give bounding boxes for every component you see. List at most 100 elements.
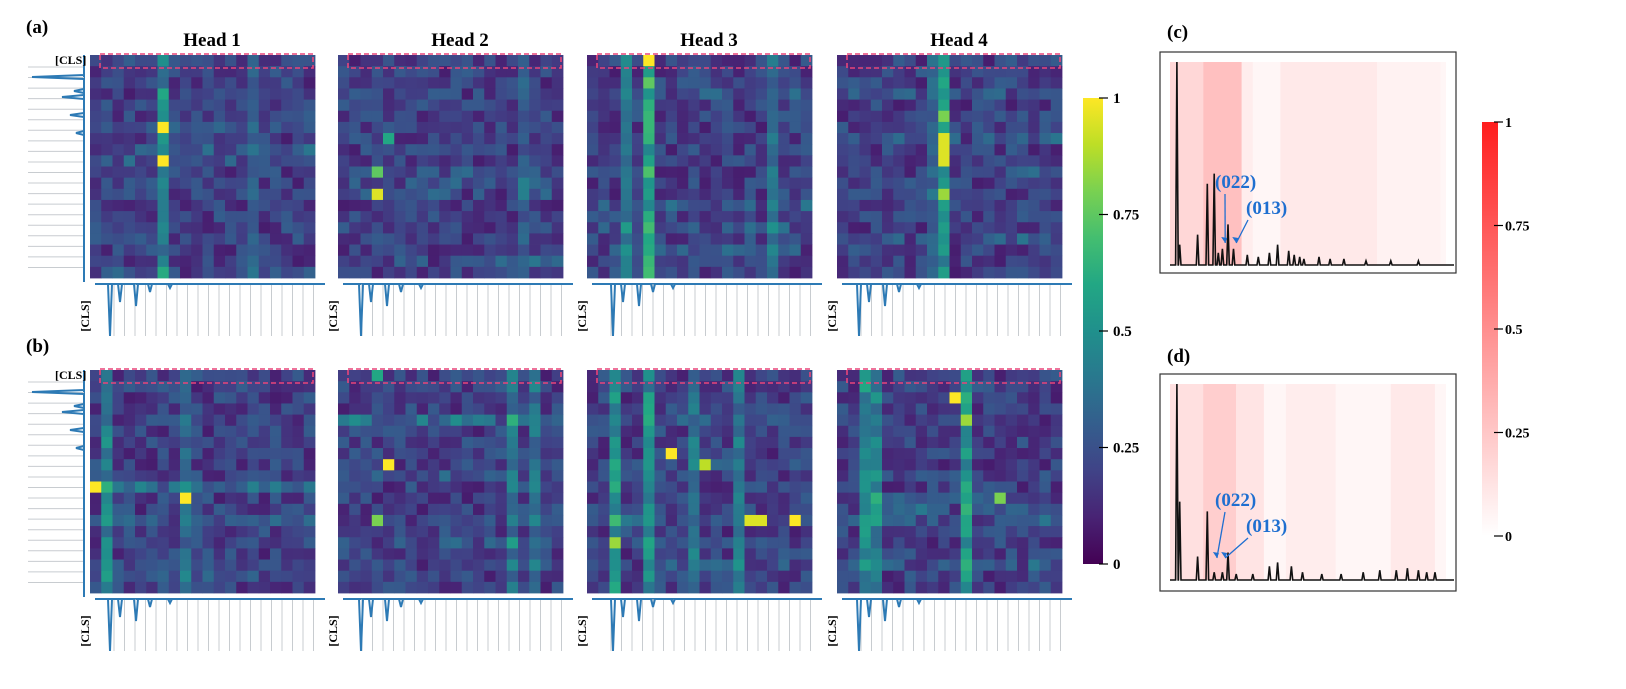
heatmap-cell bbox=[450, 481, 463, 494]
heatmap-cell bbox=[428, 166, 440, 179]
heatmap-cell bbox=[495, 581, 508, 594]
heatmap-cell bbox=[236, 537, 248, 549]
heatmap-cell bbox=[598, 425, 610, 438]
heatmap-cell bbox=[146, 414, 158, 427]
heatmap-cell bbox=[643, 155, 655, 167]
heatmap-cell bbox=[620, 537, 633, 549]
heatmap-cell bbox=[90, 266, 102, 279]
heatmap-cell bbox=[338, 403, 350, 415]
heatmap-cell bbox=[1028, 121, 1040, 134]
heatmap-cell bbox=[450, 403, 463, 415]
heatmap-cell bbox=[665, 436, 678, 449]
heatmap-cell bbox=[450, 425, 463, 438]
heatmap-cell bbox=[191, 537, 203, 549]
heatmap-cell bbox=[90, 559, 102, 572]
heatmap-cell bbox=[1050, 255, 1063, 268]
heatmap-cell bbox=[135, 559, 147, 572]
heatmap-cell bbox=[1039, 211, 1052, 223]
heatmap-cell bbox=[1039, 166, 1052, 179]
heatmap-cell bbox=[1028, 481, 1040, 494]
heatmap-cell bbox=[551, 570, 564, 583]
heatmap-cell bbox=[870, 514, 883, 527]
heatmap-cell bbox=[247, 77, 260, 89]
heatmap-cell bbox=[236, 392, 248, 404]
heatmap-cell bbox=[371, 88, 384, 100]
heatmap-cell bbox=[870, 188, 883, 201]
heatmap-cell bbox=[123, 255, 136, 268]
heatmap-cell bbox=[518, 470, 530, 482]
heatmap-cell bbox=[112, 537, 125, 549]
heatmap-cell bbox=[135, 581, 147, 594]
heatmap-cell bbox=[405, 222, 418, 234]
heatmap-cell bbox=[677, 436, 689, 449]
heatmap-cell bbox=[112, 155, 125, 167]
heatmap-cell bbox=[191, 559, 203, 572]
heatmap-cell bbox=[665, 88, 678, 100]
heatmap-cell bbox=[428, 503, 440, 516]
heatmap-cell bbox=[349, 425, 361, 438]
marginal-bottom-curve bbox=[842, 598, 1072, 652]
heatmap-cell bbox=[112, 222, 125, 234]
heatmap-cell bbox=[837, 370, 849, 382]
heatmap-cell bbox=[755, 381, 768, 393]
heatmap-cell bbox=[587, 222, 599, 234]
heatmap-cell bbox=[349, 537, 361, 549]
heatmap-cell bbox=[994, 470, 1007, 482]
heatmap-cell bbox=[303, 133, 316, 145]
heatmap-cell bbox=[518, 481, 530, 494]
heatmap-cell bbox=[225, 99, 237, 112]
heatmap-cell bbox=[473, 514, 485, 527]
heatmap-cell bbox=[767, 392, 779, 404]
heatmap-cell bbox=[938, 381, 950, 393]
heatmap-cell bbox=[733, 266, 745, 279]
heatmap-cell bbox=[450, 459, 463, 471]
heatmap-cell bbox=[135, 436, 147, 449]
heatmap-cell bbox=[733, 414, 745, 427]
heatmap-cell bbox=[800, 514, 813, 527]
heatmap-cell bbox=[338, 55, 350, 67]
heatmap-cell bbox=[972, 55, 984, 67]
heatmap-cell bbox=[1028, 514, 1040, 527]
heatmap-cell bbox=[767, 266, 779, 279]
heatmap-cell bbox=[688, 133, 700, 145]
heatmap-cell bbox=[495, 166, 508, 179]
heatmap-cell bbox=[338, 537, 350, 549]
heatmap-cell bbox=[506, 110, 519, 123]
heatmap-cell bbox=[349, 77, 361, 89]
heatmap-cell bbox=[90, 166, 102, 179]
heatmap-cell bbox=[688, 581, 700, 594]
heatmap-cell bbox=[699, 559, 712, 572]
heatmap-cell bbox=[191, 144, 203, 156]
heatmap-cell bbox=[699, 537, 712, 549]
heatmap-cell bbox=[609, 222, 622, 234]
heatmap-cell bbox=[157, 459, 170, 471]
heatmap-cell bbox=[338, 392, 350, 404]
heatmap-cell bbox=[1017, 133, 1029, 145]
heatmap-cell bbox=[643, 581, 655, 594]
heatmap-cell bbox=[927, 548, 939, 560]
heatmap-cell bbox=[371, 166, 384, 179]
heatmap-cell bbox=[778, 559, 790, 572]
heatmap-cell bbox=[837, 492, 849, 505]
heatmap-cell bbox=[744, 459, 757, 471]
heatmap-cell bbox=[915, 392, 928, 404]
heatmap-cell bbox=[620, 381, 633, 393]
heatmap-cell bbox=[800, 381, 813, 393]
heatmap-cell bbox=[405, 492, 418, 505]
heatmap-cell bbox=[416, 211, 429, 223]
heatmap-cell bbox=[450, 370, 463, 382]
heatmap-cell bbox=[258, 55, 271, 67]
heatmap-cell bbox=[960, 414, 973, 427]
heatmap-cell bbox=[428, 403, 440, 415]
heatmap-cell bbox=[848, 211, 860, 223]
panel-label: (d) bbox=[1167, 346, 1190, 367]
heatmap-cell bbox=[938, 188, 950, 201]
heatmap-cell bbox=[394, 266, 406, 279]
heatmap-cell bbox=[191, 88, 203, 100]
heatmap-cell bbox=[191, 470, 203, 482]
heatmap-cell bbox=[450, 99, 463, 112]
heatmap-cell bbox=[915, 481, 928, 494]
heatmap-cell bbox=[848, 155, 860, 167]
heatmap-cell bbox=[1005, 255, 1018, 268]
heatmap-cell bbox=[416, 570, 429, 583]
